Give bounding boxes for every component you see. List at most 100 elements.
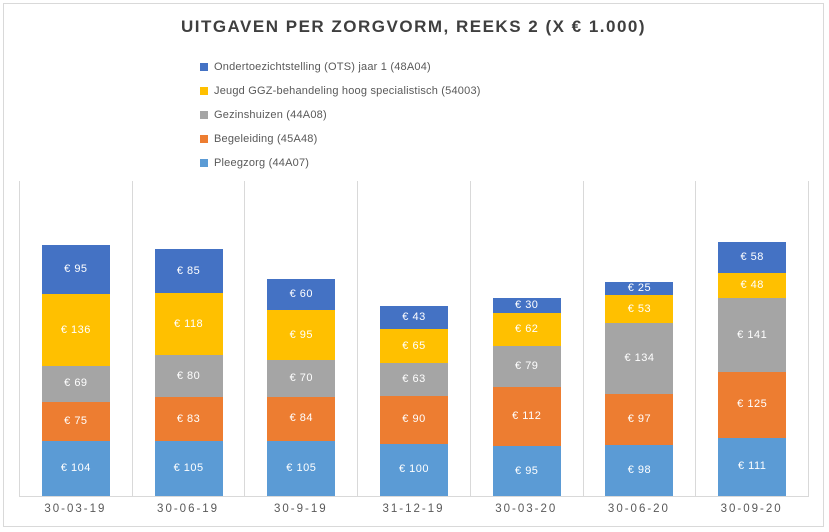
x-axis-label: 30-09-20 [720,503,783,515]
stacked-bar: € 95 € 136 € 69 € 75 € 104 [41,244,110,496]
bar-column: € 85 € 118 € 80 € 83 € 105 [131,181,245,496]
bar-column: € 30 € 62 € 79 € 112 € 95 [469,181,583,496]
legend-swatch [200,135,208,143]
x-axis-label: 30-03-20 [495,503,558,515]
bar-segment: € 98 [605,444,674,496]
stacked-bar: € 43 € 65 € 63 € 90 € 100 [380,306,449,496]
bar-segment-label: € 62 [515,323,539,336]
bar-segment: € 60 [267,278,336,311]
bar-segment-label: € 63 [402,373,426,386]
bar-segment-label: € 30 [515,298,539,311]
bar-segment-label: € 79 [515,360,539,373]
bar-segment: € 48 [718,272,787,299]
legend-item: Ondertoezichtstelling (OTS) jaar 1 (48A0… [200,60,481,74]
x-axis-label: 30-06-20 [607,503,670,515]
chart-frame: UITGAVEN PER ZORGVORM, REEKS 2 (X € 1.00… [3,3,824,527]
bar-segment-label: € 83 [176,412,201,425]
plot-area: € 95 € 136 € 69 € 75 € 104 € 85 € 118 € 80 € 83 €… [19,181,809,497]
bar-segment: € 90 [380,396,449,444]
stacked-bar: € 25 € 53 € 134 € 97 € 98 [605,282,674,496]
legend: Ondertoezichtstelling (OTS) jaar 1 (48A0… [200,60,481,170]
bar-segment-label: € 97 [627,412,652,425]
bar-column: € 43 € 65 € 63 € 90 € 100 [357,181,470,496]
x-axis: 30-03-19 30-06-19 30-9-19 31-12-19 30-03-20 3… [19,503,808,515]
legend-swatch [200,111,208,119]
bar-segment: € 25 [605,282,674,296]
bar-segment-label: € 90 [402,413,426,426]
bar-segment-label: € 100 [399,463,430,476]
bar-segment: € 95 [267,310,336,361]
bar-segment-label: € 43 [402,311,426,324]
legend-swatch [200,87,208,95]
bar-segment-label: € 85 [176,264,201,277]
bar-segment-label: € 125 [737,398,768,411]
bar-segment: € 136 [41,294,110,366]
bar-segment-label: € 111 [737,460,767,473]
bar-segment-label: € 134 [624,351,655,364]
x-axis-label: 31-12-19 [382,503,445,515]
bar-segment: € 105 [154,440,223,496]
bar-segment: € 75 [41,402,110,442]
legend-swatch [200,159,208,167]
bar-segment-label: € 105 [173,461,204,474]
bar-segment: € 134 [605,323,674,394]
legend-item: Pleegzorg (44A07) [200,156,481,170]
bar-segment-label: € 118 [173,317,204,330]
bar-segment-label: € 70 [289,371,313,384]
legend-label: Pleegzorg (44A07) [214,157,310,169]
bar-segment-label: € 25 [627,282,652,295]
bar-segment: € 80 [154,355,223,398]
legend-item: Gezinshuizen (44A08) [200,108,481,122]
bar-segment: € 53 [605,295,674,324]
bar-segment: € 70 [267,360,336,397]
bar-segment: € 63 [380,363,449,397]
bar-segment: € 65 [380,329,449,364]
bar-segment-label: € 95 [64,262,88,275]
x-axis-label: 30-03-19 [44,503,107,515]
bar-segment-label: € 95 [515,464,539,477]
bar-segment: € 100 [380,443,449,496]
bar-segment-label: € 98 [627,463,652,476]
bar-segment: € 62 [492,313,561,346]
bar-segment-label: € 141 [737,328,768,341]
bar-segment-label: € 60 [289,287,313,300]
bar-segment-label: € 69 [64,377,88,390]
bar-segment: € 95 [492,446,561,496]
bar-segment-label: € 80 [176,369,201,382]
bar-segment-label: € 75 [64,415,88,428]
bar-segment: € 141 [718,298,787,373]
bar-segment: € 30 [492,297,561,314]
legend-item: Begeleiding (45A48) [200,132,481,146]
bar-segment-label: € 58 [740,251,764,264]
bar-segment-label: € 53 [627,302,652,315]
legend-swatch [200,63,208,71]
bar-column: € 60 € 95 € 70 € 84 € 105 [244,181,357,496]
bar-segment: € 84 [267,396,336,441]
bar-segment-label: € 95 [289,328,313,341]
stacked-bar: € 30 € 62 € 79 € 112 € 95 [492,297,561,496]
bar-segment-label: € 105 [286,461,317,474]
stacked-bar: € 60 € 95 € 70 € 84 € 105 [267,278,336,496]
bar-segment-label: € 48 [740,279,764,291]
bar-segment: € 97 [605,393,674,445]
legend-label: Begeleiding (45A48) [214,133,318,145]
bar-column: € 58 € 48 € 141 € 125 € 111 [695,181,808,496]
bar-segment: € 43 [380,306,449,330]
bar-column: € 95 € 136 € 69 € 75 € 104 [19,181,132,496]
bar-segment-label: € 104 [60,462,91,475]
bar-segment: € 111 [718,437,787,496]
x-axis-label: 30-06-19 [157,503,220,515]
bar-segment-label: € 112 [512,410,542,423]
bar-segment: € 69 [41,365,110,403]
bar-segment: € 85 [154,248,223,294]
bar-segment: € 95 [41,244,110,295]
bar-segment: € 125 [718,372,787,438]
stacked-bar: € 58 € 48 € 141 € 125 € 111 [718,242,787,496]
bar-column: € 25 € 53 € 134 € 97 € 98 [582,181,696,496]
bar-segment: € 79 [492,345,561,388]
legend-item: Jeugd GGZ-behandeling hoog specialistisc… [200,84,481,98]
bar-segment-label: € 136 [60,323,91,336]
stacked-bar: € 85 € 118 € 80 € 83 € 105 [154,248,223,496]
chart-title: UITGAVEN PER ZORGVORM, REEKS 2 (X € 1.00… [180,17,647,36]
